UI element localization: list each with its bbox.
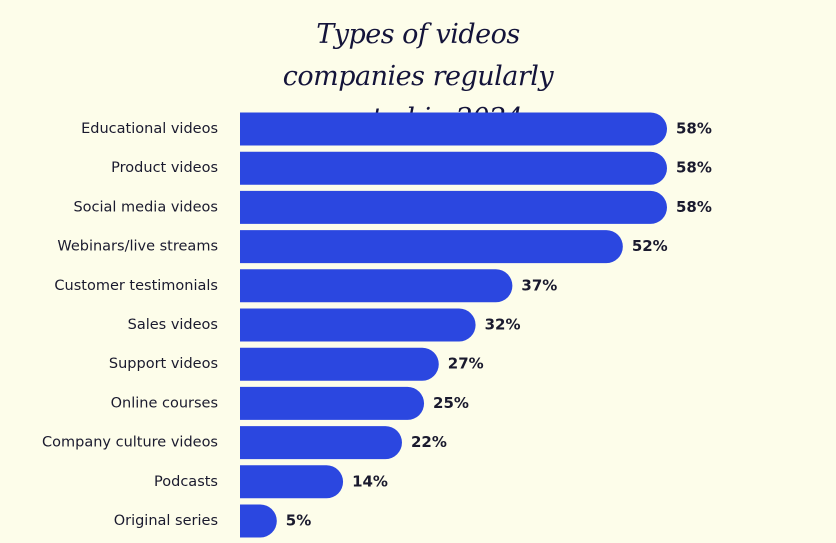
bar xyxy=(240,112,667,146)
category-label: Original series xyxy=(114,513,218,529)
category-label: Online courses xyxy=(111,395,218,411)
bar xyxy=(240,151,667,185)
bar xyxy=(240,347,439,381)
bar xyxy=(240,308,476,342)
bar xyxy=(240,269,513,303)
value-label: 27% xyxy=(448,355,484,373)
bar xyxy=(240,465,344,499)
category-label: Webinars/live streams xyxy=(57,239,218,255)
value-label: 5% xyxy=(286,512,311,530)
bar xyxy=(240,190,667,224)
bar xyxy=(240,504,277,538)
category-label: Social media videos xyxy=(73,199,218,215)
value-label: 22% xyxy=(411,433,447,451)
bar xyxy=(240,426,402,460)
value-label: 58% xyxy=(676,159,712,177)
category-label: Customer testimonials xyxy=(54,278,218,294)
value-label: 37% xyxy=(521,276,557,294)
category-label: Educational videos xyxy=(81,121,218,137)
bar xyxy=(240,386,425,420)
value-label: 58% xyxy=(676,120,712,138)
value-label: 14% xyxy=(352,472,388,490)
category-label: Product videos xyxy=(111,160,218,176)
bar xyxy=(240,230,623,264)
value-label: 58% xyxy=(676,198,712,216)
category-label: Support videos xyxy=(109,356,218,372)
value-label: 32% xyxy=(485,316,521,334)
category-label: Company culture videos xyxy=(42,435,218,451)
value-label: 52% xyxy=(632,237,668,255)
category-label: Sales videos xyxy=(128,317,218,333)
category-label: Podcasts xyxy=(154,474,218,490)
value-label: 25% xyxy=(433,394,469,412)
